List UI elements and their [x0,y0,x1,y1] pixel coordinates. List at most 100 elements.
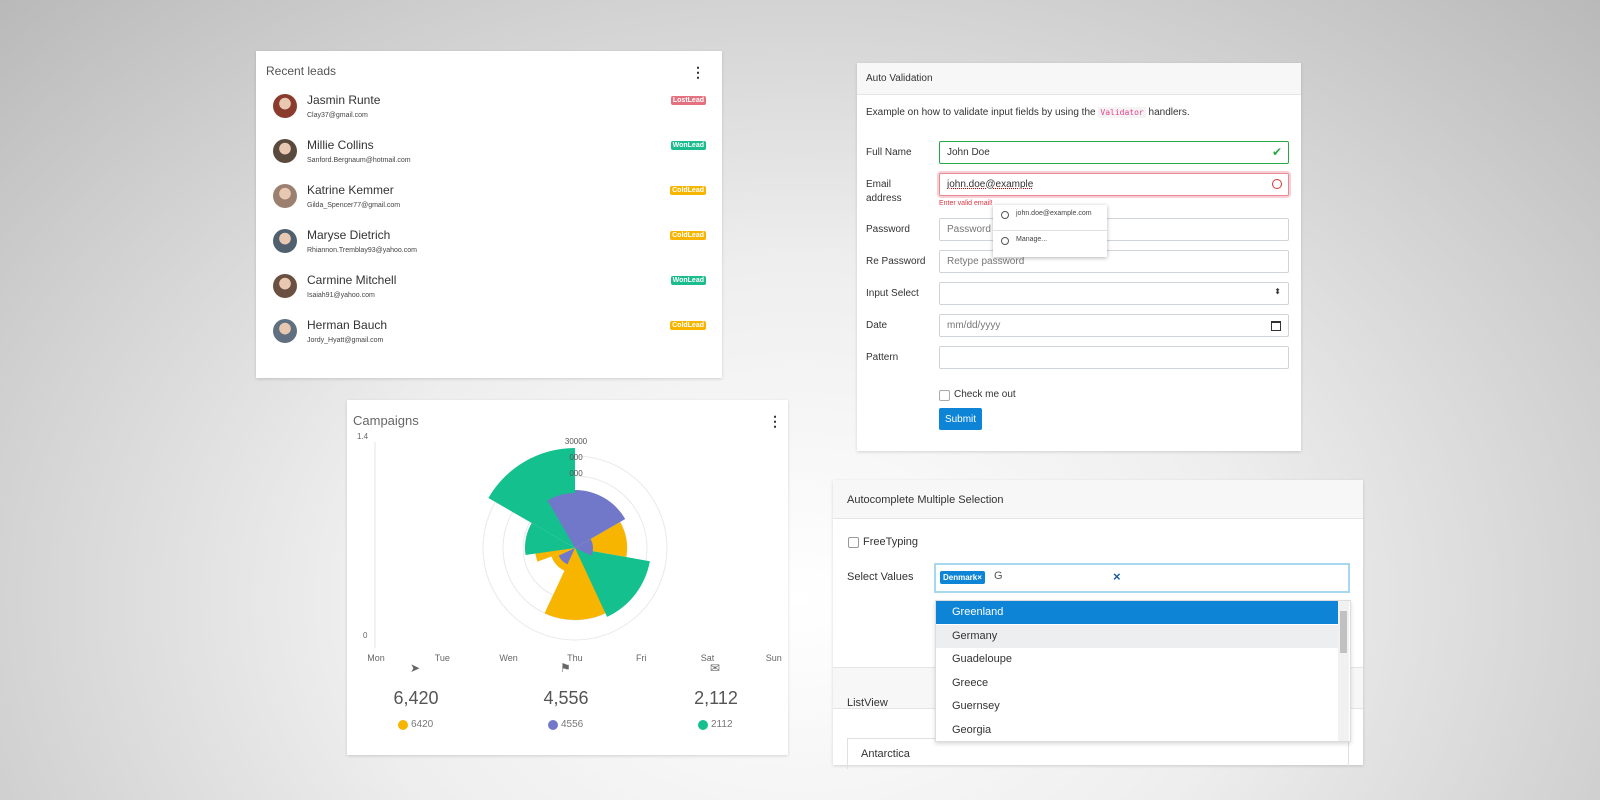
avatar [273,319,297,343]
checkbox[interactable] [848,537,859,548]
lead-email: Clay37@gmail.com [307,112,368,119]
code: Validator [1098,107,1146,118]
autofill-option[interactable]: john.doe@example.com [1016,210,1092,217]
y-label: 1.4 [357,432,369,441]
campaigns-card: Campaigns ⋮ 1.4 0 Mon Tue Wen Thu Fri Sat Sun 300… [347,400,788,755]
input-value: John Doe [947,147,990,158]
avatar [273,139,297,163]
field-label: Date [866,320,888,331]
status-badge: ColdLead [670,186,706,195]
dropdown-option[interactable]: Greece [936,671,1338,695]
lead-email: Gilda_Spencer77@gmail.com [307,202,401,209]
scrollbar [1338,601,1349,741]
stat-icon: ➤ [410,661,421,675]
wedge [525,523,575,555]
option-text: Guadeloupe [952,653,1012,665]
clear-icon[interactable]: × [1113,569,1121,584]
stat-icon: ✉ [710,661,721,675]
avatar [273,184,297,208]
dropdown-option[interactable]: Guadeloupe [936,648,1338,671]
input-value: john.doe@example [947,179,1034,190]
recent-leads-card: Recent leads ⋮ Jasmin Runte Clay37@gmail.… [256,51,722,378]
x-label: Tue [435,653,450,663]
dropdown-option[interactable]: Guernsey [936,695,1338,718]
input[interactable]: John Doe ✔ [939,141,1289,164]
x-label: Thu [567,653,583,663]
autofill-icon [1001,237,1009,245]
chip[interactable]: Denmark× [940,571,985,584]
radial-label: 000 [569,469,583,478]
field-label: Password [866,224,910,235]
option-text: Greece [952,676,989,689]
option-text: Georgia [952,723,992,736]
dropdown-option[interactable]: Georgia [936,718,1338,741]
dropdown-option[interactable]: Germany [936,624,1338,648]
menu-icon[interactable]: ⋮ [768,413,782,429]
lead-email: Sanford.Bergnaum@hotmail.com [307,157,411,164]
checkbox-label: FreeTyping [863,536,919,548]
menu-icon[interactable]: ⋮ [691,64,705,80]
x-label: Mon [367,653,385,663]
x-label: Wen [499,653,517,663]
x-label: Sun [766,653,782,663]
lead-email: Jordy_Hyatt@gmail.com [307,337,384,344]
input[interactable]: Password [939,218,1289,241]
card-header [833,480,1363,519]
list-item-box [847,738,1349,769]
radial-label: 30000 [565,437,588,446]
wedges [488,448,650,620]
submit-button[interactable]: Submit [939,408,982,430]
checkbox[interactable] [939,390,950,401]
query-text: G [994,570,1003,582]
field-label: Full Name [866,147,912,158]
option-text: Germany [952,629,998,642]
field-label: Input Select [866,288,919,299]
dropdown-option[interactable]: Greenland [936,601,1338,624]
list-item[interactable]: Antarctica [861,748,910,760]
wedge [547,493,575,548]
status-badge: ColdLead [670,231,706,240]
lead-name: Katrine Kemmer [307,183,394,197]
input[interactable]: Retype password [939,250,1289,273]
card-title: Auto Validation [866,73,933,84]
legend-dot [698,720,708,730]
checkbox-label: Check me out [954,389,1016,400]
card-title: Autocomplete Multiple Selection [847,494,1004,506]
text: handlers. [1148,107,1190,118]
wedge [575,548,650,617]
option-text: Greenland [952,606,1004,618]
input[interactable]: john.doe@example [939,173,1289,196]
autofill-popup: john.doe@example.com Manage... [993,205,1107,257]
autofill-option[interactable]: Manage... [1016,236,1048,243]
select-caret: ⬍ [1274,287,1281,296]
input[interactable]: ⬍ [939,282,1289,305]
stat-value: 4,556 [543,688,589,708]
wedge [544,548,611,620]
input[interactable] [939,346,1289,369]
scrollbar-thumb [1340,611,1347,653]
description: Example on how to validate input fields … [866,107,1190,118]
lead-name: Jasmin Runte [307,93,381,107]
stat-icon: ⚑ [560,661,571,675]
avatar [273,274,297,298]
stat-value: 2,112 [694,688,738,708]
avatar [273,229,297,253]
placeholder: mm/dd/yyyy [947,320,1001,331]
wedge [575,539,593,556]
x-label: Sat [701,653,715,663]
status-badge: WonLead [670,276,706,285]
autocomplete-card: Autocomplete Multiple Selection FreeTypi… [833,480,1363,769]
y-label: 0 [363,631,368,640]
status-badge: LostLead [670,96,706,105]
status-badge: WonLead [670,141,706,150]
card-title: Recent leads [266,64,337,78]
error-icon [1272,179,1282,189]
radial-label: 000 [569,453,583,462]
placeholder: Retype password [947,256,1025,267]
input[interactable]: mm/dd/yyyy [939,314,1289,337]
text: Example on how to validate input fields … [866,107,1096,118]
multi-select-input[interactable] [934,563,1350,593]
lead-name: Carmine Mitchell [307,273,397,287]
legend-label: 4556 [561,719,584,730]
autofill-icon [1001,211,1009,219]
